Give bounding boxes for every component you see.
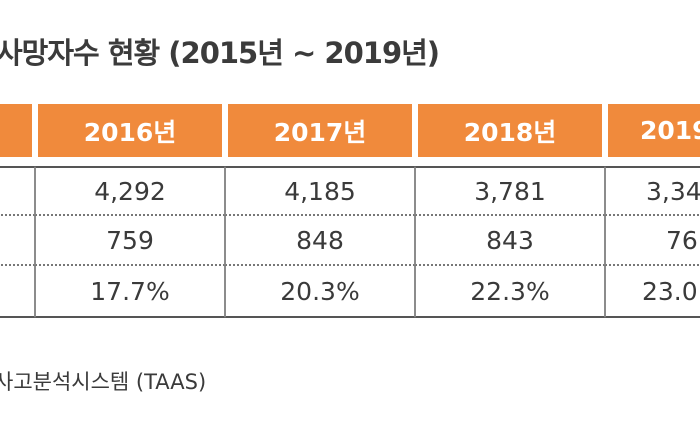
header-cell-2017: 2017년 xyxy=(228,104,412,157)
table-cell: 3,781 xyxy=(415,166,605,216)
statistics-table: 2016년 2017년 2018년 2019 4,292 4,185 3,781… xyxy=(0,104,700,362)
header-cell-2019: 2019 xyxy=(608,104,700,157)
table-cell: 22.3% xyxy=(415,266,605,318)
header-cell-label xyxy=(0,104,32,157)
header-cell-2018: 2018년 xyxy=(418,104,602,157)
table-cell: 20.3% xyxy=(225,266,415,318)
table-cell xyxy=(0,266,35,318)
table-cell: 17.7% xyxy=(35,266,225,318)
table-cell: 843 xyxy=(415,216,605,266)
table-cell xyxy=(0,216,35,266)
source-note: 사고분석시스템 (TAAS) xyxy=(0,370,207,394)
table-cell: 3,34 xyxy=(605,166,700,216)
table-cell: 76 xyxy=(605,216,700,266)
table-cell xyxy=(0,166,35,216)
table-cell: 4,185 xyxy=(225,166,415,216)
table-cell: 23.0 xyxy=(605,266,700,318)
table-cell: 848 xyxy=(225,216,415,266)
table-cell: 4,292 xyxy=(35,166,225,216)
table-title: 사망자수 현황 (2015년 ~ 2019년) xyxy=(0,36,440,70)
table-cell: 759 xyxy=(35,216,225,266)
header-cell-2016: 2016년 xyxy=(38,104,222,157)
